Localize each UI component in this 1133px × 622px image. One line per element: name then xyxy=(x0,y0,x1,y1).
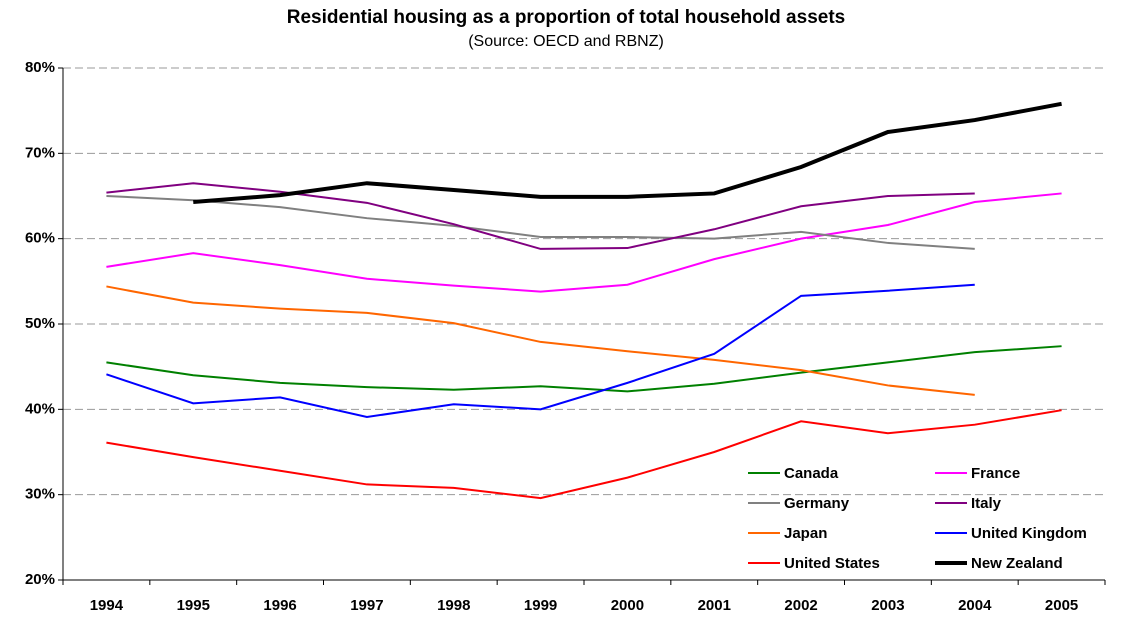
legend-label: United Kingdom xyxy=(971,525,1087,542)
x-tick-label: 1996 xyxy=(263,597,296,614)
legend-label: Japan xyxy=(784,525,827,542)
y-tick-label: 20% xyxy=(25,571,55,588)
chart-subtitle: (Source: OECD and RBNZ) xyxy=(468,33,664,50)
legend-label: Germany xyxy=(784,495,850,512)
x-tick-label: 1998 xyxy=(437,597,470,614)
series-line xyxy=(106,285,975,396)
legend-label: New Zealand xyxy=(971,555,1063,572)
x-tick-label: 1994 xyxy=(90,597,124,614)
x-tick-label: 2002 xyxy=(784,597,817,614)
series-line xyxy=(193,101,1062,204)
series-line xyxy=(106,195,975,250)
x-tick-label: 1997 xyxy=(350,597,383,614)
series-line xyxy=(106,345,1062,393)
series-line xyxy=(106,409,1062,500)
x-tick-label: 2001 xyxy=(698,597,731,614)
legend-label: Italy xyxy=(971,495,1002,512)
series-line xyxy=(106,283,975,419)
y-tick-label: 80% xyxy=(25,59,55,76)
x-tick-label: 2005 xyxy=(1045,597,1078,614)
legend-label: France xyxy=(971,465,1020,482)
chart-title: Residential housing as a proportion of t… xyxy=(287,7,845,28)
y-tick-label: 40% xyxy=(25,400,55,417)
legend-label: Canada xyxy=(784,465,839,482)
x-tick-label: 1995 xyxy=(177,597,210,614)
series-line xyxy=(106,192,1062,293)
y-tick-label: 60% xyxy=(25,230,55,247)
x-tick-label: 2000 xyxy=(611,597,644,614)
x-tick-label: 1999 xyxy=(524,597,557,614)
y-tick-label: 30% xyxy=(25,486,55,503)
series-line xyxy=(106,182,975,250)
y-tick-label: 70% xyxy=(25,144,55,161)
legend-label: United States xyxy=(784,555,880,572)
y-tick-label: 50% xyxy=(25,315,55,332)
x-tick-label: 2003 xyxy=(871,597,904,614)
x-tick-label: 2004 xyxy=(958,597,992,614)
